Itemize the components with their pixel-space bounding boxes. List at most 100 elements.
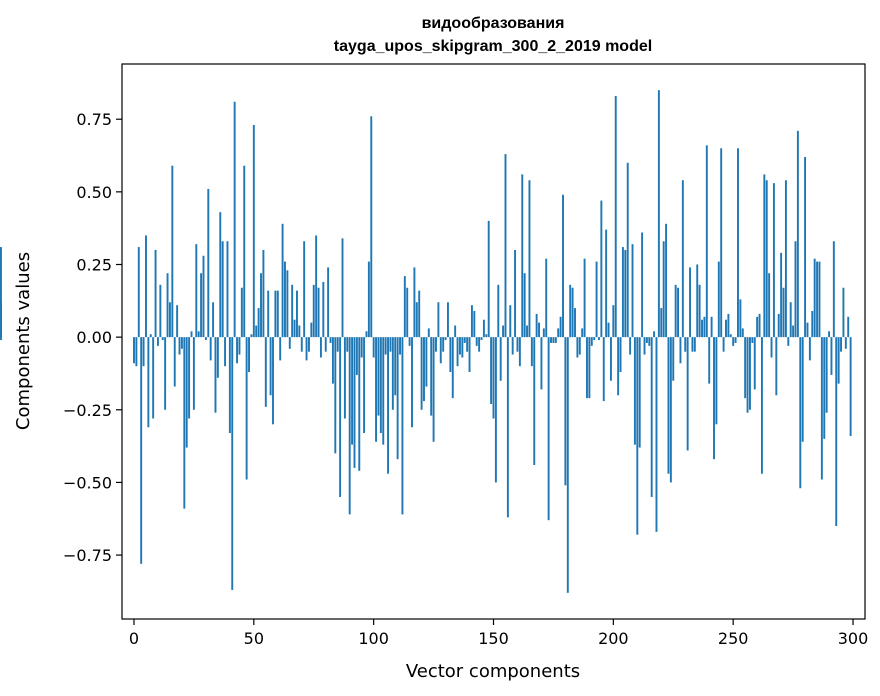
- bar-191: [590, 337, 593, 346]
- bar-227: [677, 287, 680, 338]
- bar-11: [159, 284, 162, 338]
- x-tick-label: 300: [838, 629, 869, 648]
- chart-title-line-1: видообразования: [422, 15, 565, 32]
- bar-68: [296, 290, 298, 338]
- bar-225: [672, 337, 675, 381]
- bar-96: [363, 337, 366, 434]
- bar-219: [657, 90, 660, 338]
- bar-203: [619, 337, 622, 373]
- bar-18: [176, 305, 179, 338]
- bar-200: [612, 305, 615, 338]
- bar-238: [703, 316, 706, 338]
- bars-group: [0, 90, 852, 593]
- bar-271: [782, 287, 785, 338]
- bar-24: [190, 331, 193, 338]
- bar-297: [844, 337, 847, 349]
- bar-39: [226, 241, 229, 338]
- bar-85: [336, 337, 339, 352]
- bar-242: [713, 337, 715, 460]
- bar-105: [384, 337, 387, 355]
- bar-220: [660, 308, 663, 338]
- bar-239: [705, 145, 708, 338]
- bar-175: [552, 337, 555, 343]
- bar-82: [329, 337, 332, 343]
- bar-36: [219, 212, 222, 338]
- bar-74: [310, 322, 313, 338]
- bar-120: [420, 337, 423, 410]
- bar-269: [777, 313, 780, 338]
- bar-211: [638, 337, 641, 448]
- bar-270: [780, 252, 783, 338]
- bar-100: [372, 337, 375, 358]
- bar-169: [538, 322, 540, 338]
- bar-249: [729, 334, 732, 338]
- bar-153: [499, 337, 502, 381]
- bar-110: [396, 337, 399, 460]
- bar-143: [475, 337, 478, 346]
- bar-171: [542, 328, 545, 338]
- bar-14: [166, 273, 169, 338]
- bar-80: [324, 337, 327, 352]
- bar-97: [365, 331, 368, 338]
- bar-299: [849, 337, 852, 436]
- bar-232: [689, 267, 691, 338]
- bar-64: [286, 270, 289, 338]
- bar-273: [787, 337, 790, 346]
- bar-208: [631, 244, 634, 338]
- bar-250: [732, 337, 735, 346]
- bar-115: [408, 337, 411, 346]
- bar-228: [679, 337, 682, 364]
- bar-139: [466, 337, 469, 352]
- bar-255: [744, 337, 747, 399]
- bar-137: [461, 337, 464, 358]
- x-tick-label: 0: [129, 629, 139, 648]
- bar-206: [626, 162, 629, 338]
- bar-189: [586, 337, 588, 399]
- bar-247: [725, 319, 727, 338]
- bar-170: [540, 337, 543, 390]
- bar-107: [389, 337, 392, 352]
- bar-233: [691, 337, 694, 352]
- bar-108: [391, 337, 394, 410]
- bar-155: [504, 154, 507, 338]
- bar-274: [789, 302, 792, 338]
- bar-236: [698, 284, 701, 338]
- bar-268: [775, 337, 778, 396]
- bar-19: [178, 337, 181, 355]
- bar-161: [518, 337, 521, 367]
- bar-253: [739, 299, 742, 338]
- bar-131: [447, 302, 449, 338]
- bar-212: [641, 232, 644, 338]
- y-tick-label: −0.25: [63, 401, 112, 420]
- bar-26: [195, 244, 198, 338]
- bar-158: [511, 337, 514, 355]
- bar-33: [212, 302, 215, 338]
- y-tick-label: −0.75: [63, 546, 112, 565]
- bar-163: [523, 273, 526, 338]
- bar-291: [830, 337, 833, 375]
- bar-167: [533, 337, 536, 465]
- bar-122: [425, 337, 428, 387]
- bar-230: [684, 337, 687, 352]
- bar-30: [204, 337, 207, 341]
- bar-undefined: [0, 337, 2, 341]
- bar-154: [502, 325, 505, 338]
- bar-130: [444, 337, 447, 341]
- bar-174: [550, 337, 552, 343]
- bar-288: [823, 337, 826, 439]
- bar-265: [768, 273, 771, 338]
- bar-112: [401, 337, 404, 515]
- y-tick-label: 0.75: [76, 110, 112, 129]
- bar-294: [837, 337, 840, 384]
- bar-248: [727, 313, 730, 338]
- bar-280: [804, 156, 807, 338]
- bar-83: [331, 337, 334, 384]
- bar-209: [633, 337, 636, 445]
- x-tick-label: 150: [478, 629, 509, 648]
- bar-261: [758, 313, 761, 338]
- bar-37: [221, 241, 224, 338]
- bar-172: [545, 258, 548, 338]
- bar-78: [319, 337, 322, 358]
- bar-279: [801, 337, 804, 442]
- bar-15: [168, 302, 171, 338]
